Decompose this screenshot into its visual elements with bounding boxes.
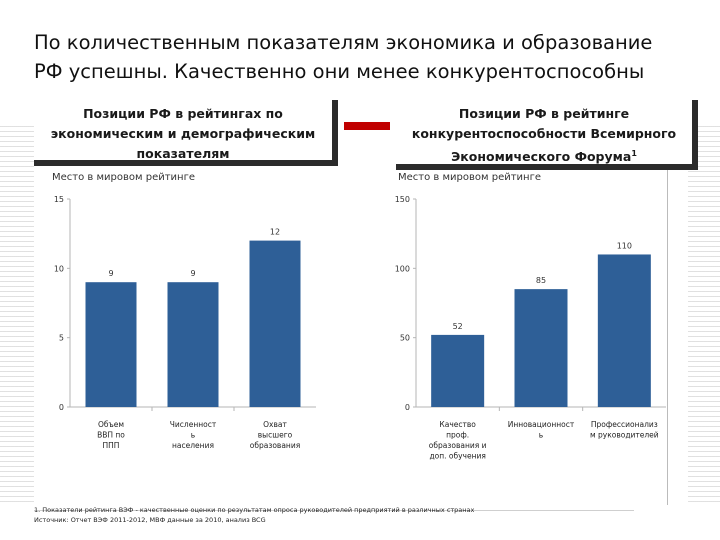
slide-title-line-2: РФ успешны. Качественно они менее конкур…: [34, 60, 645, 83]
left-chart-category-label: Численност ь населения: [170, 420, 217, 450]
right-chart-y-tick-label: 0: [405, 403, 410, 412]
slide-title: По количественным показателям экономика …: [34, 28, 694, 86]
left-chart-data-label: 9: [190, 269, 195, 278]
left-chart-category-label: Объем ВВП по ППП: [97, 420, 125, 450]
decorative-vertical-line: [667, 150, 668, 505]
left-chart-y-tick-label: 15: [54, 195, 64, 204]
right-header-footnote-mark: 1: [631, 149, 637, 158]
footnotes: 1. Показатели рейтинга ВЭФ - качественны…: [34, 505, 474, 525]
right-chart-data-label: 85: [536, 276, 546, 285]
left-chart-ylabel: Место в мировом рейтинге: [52, 172, 195, 183]
background-hatch-left: [0, 122, 34, 502]
right-chart-category-label: Качество проф. образования и доп. обучения: [429, 420, 487, 461]
left-chart-y-tick-label: 5: [59, 334, 64, 343]
left-bar-chart: 0 5 10 15 9 Объем ВВП по ППП 9 Численност ь населен…: [54, 195, 316, 450]
left-chart-data-label: 9: [108, 269, 113, 278]
right-chart-ylabel: Место в мировом рейтинге: [398, 172, 541, 183]
left-chart-data-label: 12: [270, 228, 280, 237]
right-chart-bar: [431, 334, 485, 407]
footnote-source: Источник: Отчет ВЭФ 2011-2012, МВФ данны…: [34, 516, 266, 524]
right-chart-bar: [597, 254, 651, 407]
slide-title-line-1: По количественным показателям экономика …: [34, 31, 653, 54]
left-chart-y-tick-label: 10: [54, 264, 64, 273]
right-chart-category-label: Профессионализ м руководителей: [590, 420, 659, 440]
decorative-horizontal-line: [34, 510, 634, 511]
right-chart-data-label: 110: [617, 241, 632, 250]
right-bar-chart: 0 50 100 150 52 Качество проф. образования и доп…: [395, 195, 666, 461]
left-chart-bar: [85, 282, 137, 407]
right-chart-category-label: Инновационност ь: [508, 420, 575, 440]
left-header-box: Позиции РФ в рейтингах по экономическим …: [34, 100, 338, 166]
red-connector-bar: [344, 122, 390, 130]
right-chart-y-tick-label: 50: [400, 334, 410, 343]
footnote-1: 1. Показатели рейтинга ВЭФ - качественны…: [34, 506, 475, 514]
left-chart-bar: [249, 240, 301, 407]
right-chart-data-label: 52: [453, 322, 463, 331]
left-chart-bar: [167, 282, 219, 407]
left-chart-category-label: Охват высшего образования: [250, 420, 300, 450]
right-header-box: Позиции РФ в рейтинге конкурентоспособно…: [396, 100, 698, 170]
right-chart-y-tick-label: 150: [395, 195, 410, 204]
left-header-text: Позиции РФ в рейтингах по экономическим …: [50, 106, 316, 161]
left-chart-y-tick-label: 0: [59, 403, 64, 412]
right-chart-bar: [514, 289, 568, 407]
background-hatch-right: [688, 122, 720, 502]
right-header-text: Позиции РФ в рейтинге конкурентоспособно…: [411, 106, 677, 165]
right-chart-y-tick-label: 100: [395, 264, 410, 273]
